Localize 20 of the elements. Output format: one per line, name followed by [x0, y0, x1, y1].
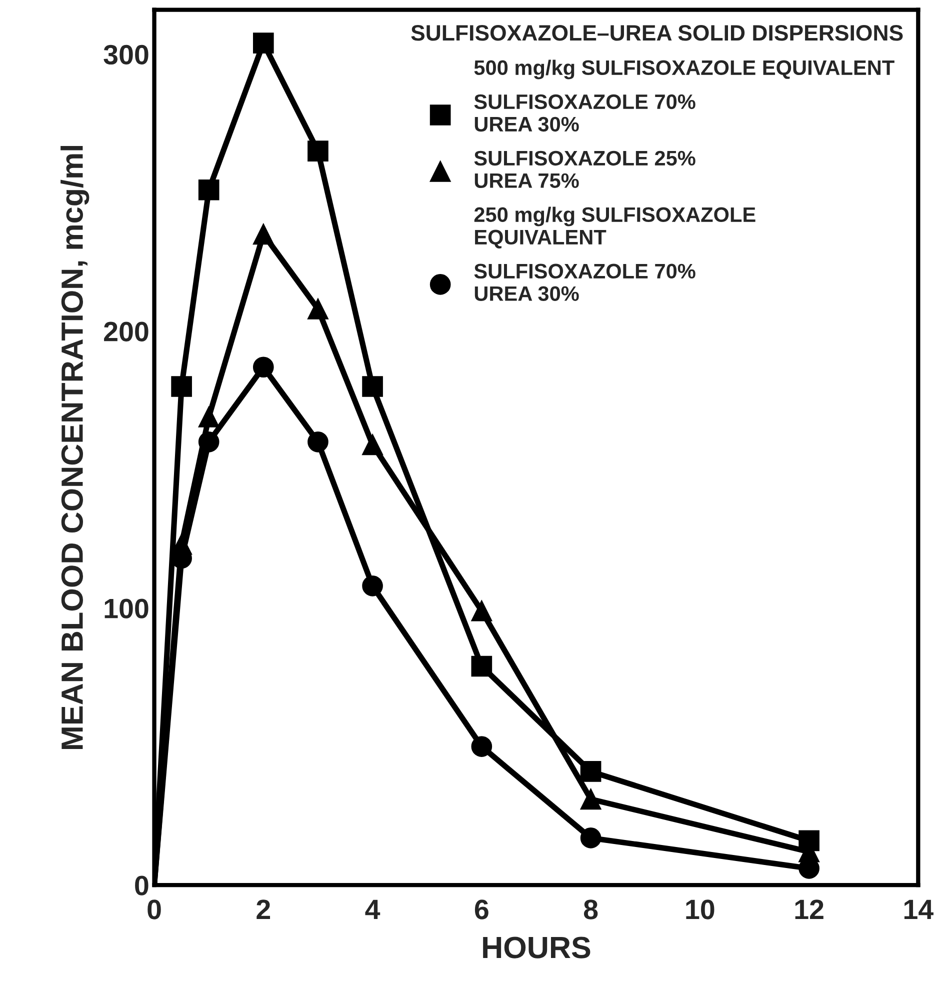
legend-label: SULFISOXAZOLE 70% UREA 30% — [474, 264, 696, 302]
y-axis-title: MEAN BLOOD CONCENTRATION, mcg/ml — [60, 146, 90, 749]
y-tick-label: 200 — [104, 322, 148, 342]
x-tick-label: 14 — [904, 900, 934, 920]
x-tick-label: 2 — [256, 900, 270, 920]
annotation: 250 mg/kg SULFISOXAZOLE EQUIVALENT — [474, 206, 756, 248]
x-axis-title: HOURS — [483, 936, 590, 958]
x-tick-label: 0 — [148, 900, 161, 920]
x-tick-label: 8 — [584, 900, 598, 920]
y-tick-label: 100 — [104, 598, 148, 618]
x-tick-label: 6 — [474, 900, 488, 920]
y-tick-label: 300 — [104, 44, 148, 65]
y-tick-label: 0 — [135, 876, 148, 896]
x-tick-label: 10 — [686, 900, 714, 920]
annotation: 500 mg/kg SULFISOXAZOLE EQUIVALENT — [474, 60, 894, 80]
x-tick-label: 4 — [365, 900, 380, 920]
x-tick-label: 12 — [795, 900, 824, 920]
legend-label: SULFISOXAZOLE 25% UREA 75% — [474, 150, 696, 188]
legend-label: SULFISOXAZOLE 70% UREA 30% — [474, 94, 696, 132]
legend-title: SULFISOXAZOLE–UREA SOLID DISPERSIONS — [411, 25, 903, 41]
